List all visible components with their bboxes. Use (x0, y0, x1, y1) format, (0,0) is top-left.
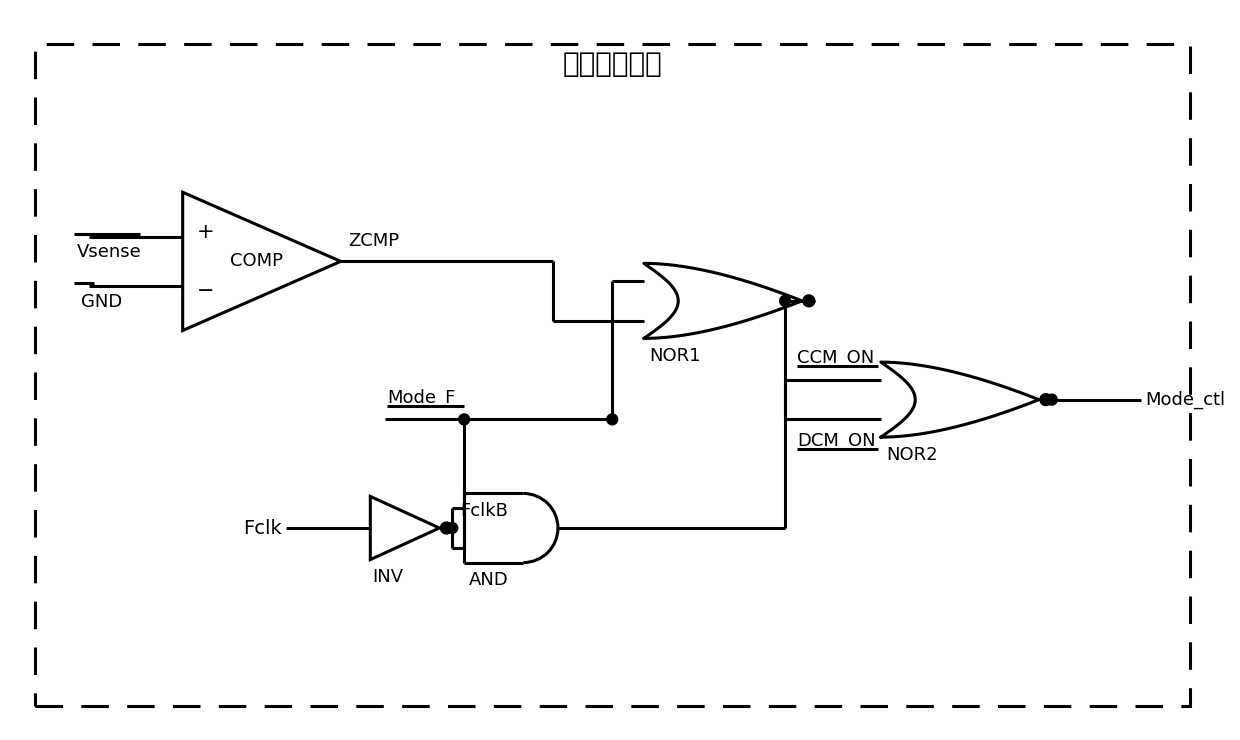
Text: ZCMP: ZCMP (348, 232, 399, 249)
Circle shape (446, 522, 458, 534)
Text: Fclk: Fclk (243, 519, 281, 537)
Text: −: − (196, 281, 215, 301)
Text: Vsense: Vsense (77, 243, 141, 261)
Text: FclkB: FclkB (460, 502, 508, 520)
Circle shape (459, 414, 470, 425)
Text: CCM_ON: CCM_ON (797, 349, 874, 367)
Circle shape (606, 414, 618, 425)
Text: INV: INV (372, 568, 403, 586)
Polygon shape (880, 362, 1039, 437)
Text: GND: GND (81, 293, 123, 311)
Circle shape (1047, 394, 1058, 405)
Circle shape (1040, 394, 1052, 406)
Text: Mode_F: Mode_F (387, 388, 455, 407)
Text: NOR2: NOR2 (885, 446, 937, 464)
Circle shape (780, 295, 791, 306)
Text: COMP: COMP (231, 252, 283, 270)
Circle shape (804, 295, 815, 307)
Circle shape (440, 522, 453, 534)
Polygon shape (644, 263, 802, 338)
Text: AND: AND (469, 571, 508, 589)
Text: NOR1: NOR1 (649, 347, 701, 365)
Text: DCM_ON: DCM_ON (797, 432, 875, 450)
Text: +: + (196, 222, 215, 242)
Text: 模式切换模块: 模式切换模块 (563, 50, 662, 78)
Text: Mode_ctl: Mode_ctl (1146, 391, 1225, 408)
